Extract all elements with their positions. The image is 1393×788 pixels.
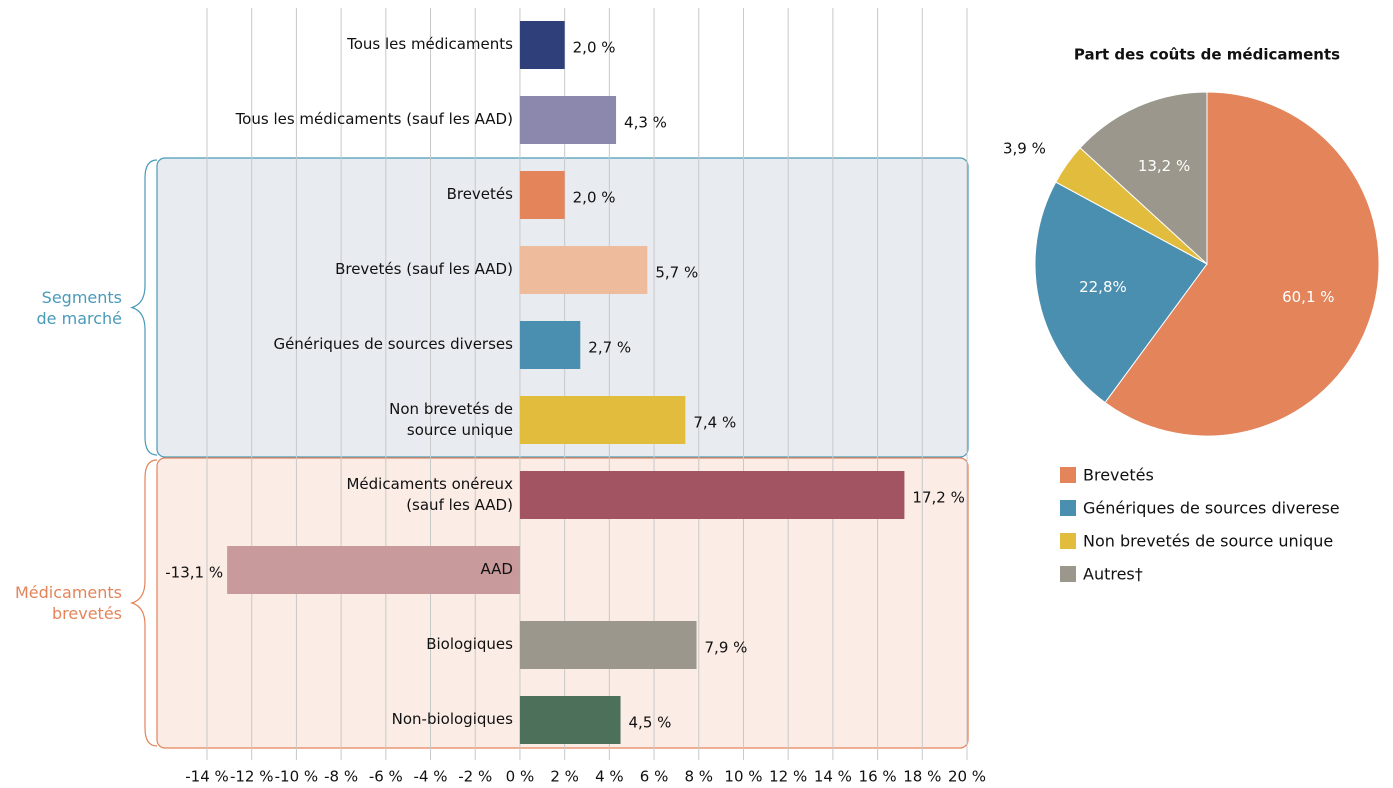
x-tick-label: 12 % xyxy=(769,768,807,786)
x-tick-label: 16 % xyxy=(859,768,897,786)
legend-label: Non brevetés de source unique xyxy=(1083,532,1333,551)
pie-slice xyxy=(1079,91,1208,266)
slice-label: 22,8% xyxy=(1079,278,1127,296)
bar xyxy=(519,171,565,219)
group-box xyxy=(156,457,969,749)
x-tick-label: 10 % xyxy=(724,768,762,786)
x-tick-label: -12 % xyxy=(230,768,274,786)
x-tick-label: -4 % xyxy=(414,768,448,786)
group-brace xyxy=(129,159,158,456)
y-tick-label: Non-biologiques xyxy=(391,710,513,728)
value-label: 4,3 % xyxy=(624,114,667,132)
y-tick-label: Tous les médicaments xyxy=(347,35,513,53)
pie-title: Part des coûts de médicaments xyxy=(1074,46,1340,64)
group-label: Segments de marché xyxy=(36,287,122,328)
bar xyxy=(519,696,621,744)
x-tick-label: 8 % xyxy=(684,768,713,786)
value-label: 17,2 % xyxy=(912,489,964,507)
y-tick-label: AAD xyxy=(480,560,513,578)
value-label: 2,0 % xyxy=(573,39,616,57)
y-tick-label: Brevetés xyxy=(446,185,513,203)
x-tick-label: -6 % xyxy=(369,768,403,786)
x-tick-label: 2 % xyxy=(550,768,579,786)
legend-swatch xyxy=(1060,500,1076,516)
legend-swatch xyxy=(1060,467,1076,483)
y-tick-label: Biologiques xyxy=(426,635,513,653)
x-tick-label: 20 % xyxy=(948,768,986,786)
pie-slice xyxy=(1104,91,1380,437)
value-label: 7,4 % xyxy=(693,414,736,432)
x-tick-label: -2 % xyxy=(458,768,492,786)
bar xyxy=(519,246,648,294)
value-label: 4,5 % xyxy=(629,714,672,732)
x-tick-label: -10 % xyxy=(275,768,319,786)
x-tick-label: 4 % xyxy=(595,768,624,786)
y-tick-label: Non brevetés de source unique xyxy=(389,400,513,439)
y-tick-label: Brevetés (sauf les AAD) xyxy=(335,260,513,278)
pie-slice xyxy=(1034,181,1208,404)
value-label: 7,9 % xyxy=(705,639,748,657)
value-label: 2,7 % xyxy=(588,339,631,357)
legend-swatch xyxy=(1060,566,1076,582)
bar xyxy=(519,96,617,144)
bar xyxy=(519,621,697,669)
x-tick-label: 0 % xyxy=(506,768,535,786)
x-tick-label: 18 % xyxy=(903,768,941,786)
legend-label: Autres† xyxy=(1083,565,1143,584)
value-label: 5,7 % xyxy=(655,264,698,282)
group-brace xyxy=(129,459,158,747)
bar xyxy=(519,471,905,519)
x-tick-label: 14 % xyxy=(814,768,852,786)
legend-label: Génériques de sources diverese xyxy=(1083,499,1340,518)
x-tick-label: 6 % xyxy=(640,768,669,786)
bar xyxy=(519,321,581,369)
bar xyxy=(519,21,565,69)
group-label: Médicaments brevetés xyxy=(14,583,122,623)
slice-label: 60,1 % xyxy=(1282,288,1334,306)
y-tick-label: Médicaments onéreux (sauf les AAD) xyxy=(346,475,513,514)
value-label: 2,0 % xyxy=(573,189,616,207)
value-label: -13,1 % xyxy=(165,564,223,582)
slice-label: 3,9 % xyxy=(1003,140,1046,158)
y-tick-label: Génériques de sources diverses xyxy=(273,335,513,353)
y-tick-label: Tous les médicaments (sauf les AAD) xyxy=(235,110,513,128)
group-box xyxy=(156,157,969,458)
x-tick-label: -14 % xyxy=(185,768,229,786)
legend-label: Brevetés xyxy=(1083,466,1154,485)
bar xyxy=(227,546,520,594)
legend-swatch xyxy=(1060,533,1076,549)
slice-label: 13,2 % xyxy=(1138,157,1190,175)
bar xyxy=(519,396,686,444)
x-tick-label: -8 % xyxy=(324,768,358,786)
